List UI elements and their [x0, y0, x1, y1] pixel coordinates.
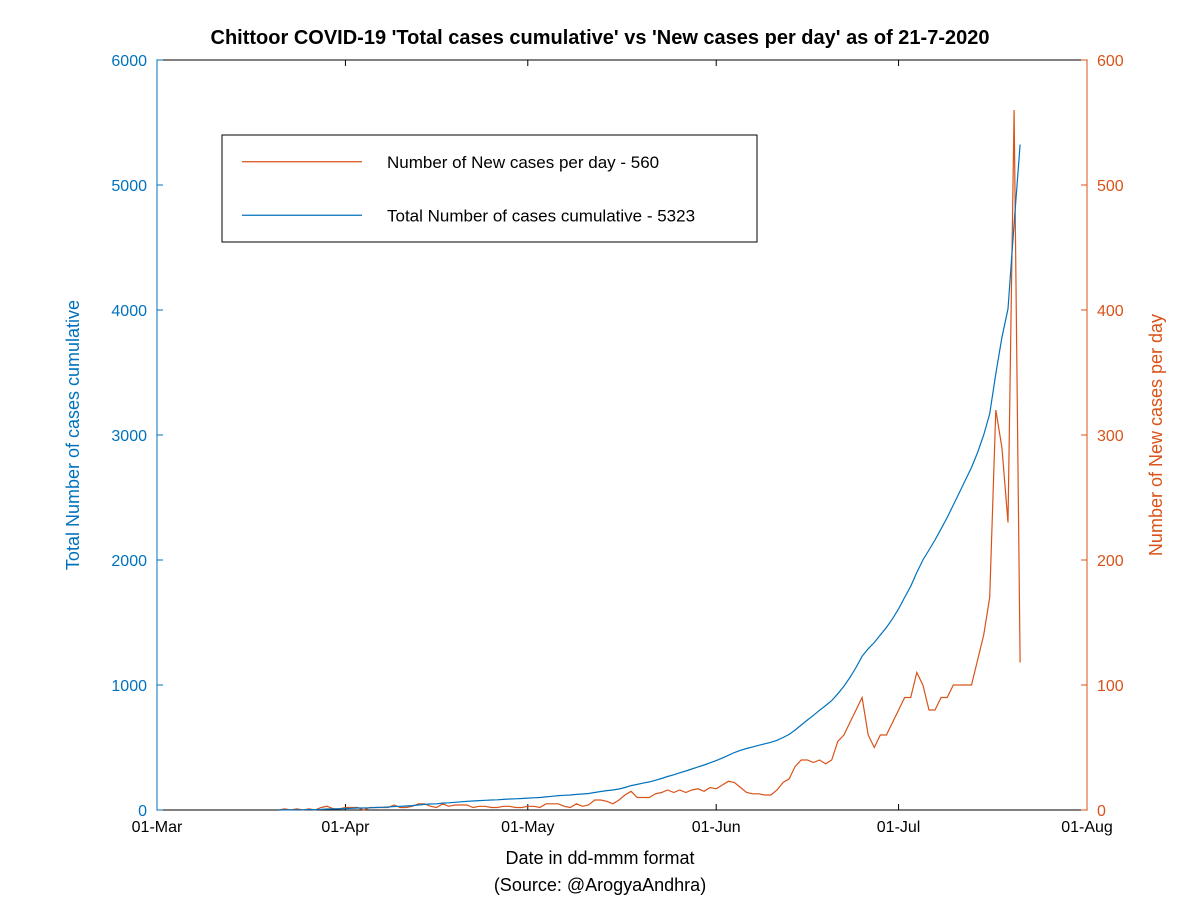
y-left-tick-label: 1000 — [111, 678, 147, 695]
y-left-tick-label: 5000 — [111, 178, 147, 195]
x-axis-sublabel: (Source: @ArogyaAndhra) — [0, 875, 1200, 896]
y-left-tick-label: 6000 — [111, 53, 147, 70]
y-right-tick-label: 500 — [1097, 178, 1124, 195]
y-left-tick-label: 3000 — [111, 428, 147, 445]
x-tick-label: 01-Mar — [132, 819, 183, 836]
x-tick-label: 01-Apr — [321, 819, 370, 836]
legend-label: Number of New cases per day - 560 — [387, 153, 659, 172]
y-right-tick-label: 200 — [1097, 553, 1124, 570]
series-cumulative — [279, 145, 1021, 810]
y-left-tick-label: 0 — [138, 803, 147, 820]
chart-container: Chittoor COVID-19 'Total cases cumulativ… — [0, 0, 1200, 900]
y-left-label: Total Number of cases cumulative — [63, 300, 83, 570]
x-axis-label: Date in dd-mmm format — [0, 848, 1200, 869]
y-right-tick-label: 400 — [1097, 303, 1124, 320]
y-right-tick-label: 600 — [1097, 53, 1124, 70]
y-right-tick-label: 100 — [1097, 678, 1124, 695]
legend-label: Total Number of cases cumulative - 5323 — [387, 206, 695, 225]
y-right-tick-label: 0 — [1097, 803, 1106, 820]
y-left-tick-label: 4000 — [111, 303, 147, 320]
legend-box — [222, 135, 757, 242]
chart-svg: 01-Mar01-Apr01-May01-Jun01-Jul01-Aug0100… — [0, 0, 1200, 900]
y-left-tick-label: 2000 — [111, 553, 147, 570]
y-right-tick-label: 300 — [1097, 428, 1124, 445]
x-tick-label: 01-Aug — [1061, 819, 1113, 836]
x-tick-label: 01-Jun — [692, 819, 741, 836]
x-tick-label: 01-May — [501, 819, 554, 836]
x-tick-label: 01-Jul — [877, 819, 921, 836]
y-right-label: Number of New cases per day — [1146, 314, 1166, 556]
